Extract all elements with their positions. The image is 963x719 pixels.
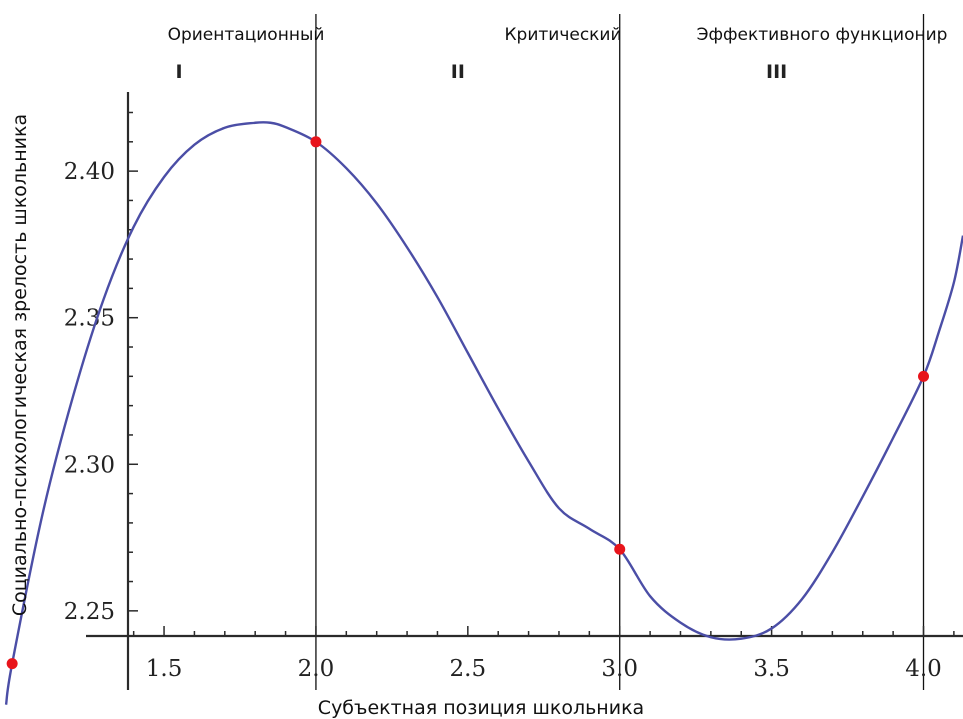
y-axis-title: Социально-психологическая зрелость школь…	[9, 114, 31, 616]
zone-name-1: Ориентационный	[168, 25, 325, 45]
data-point	[918, 370, 930, 382]
series-curve	[4, 120, 963, 705]
y-tick-label: 2.25	[64, 599, 115, 625]
x-tick-label: 1.5	[146, 656, 183, 682]
points-layer	[6, 136, 930, 670]
zone-numeral-3: III	[766, 61, 787, 83]
y-tick-label: 2.30	[64, 452, 115, 478]
data-point	[614, 543, 626, 555]
y-tick-label: 2.40	[64, 159, 115, 185]
x-tick-label: 3.0	[601, 656, 638, 682]
dividers-layer	[315, 14, 925, 690]
x-tick-label: 3.5	[753, 656, 790, 682]
zone-numeral-1: I	[176, 61, 183, 83]
x-tick-label: 2.0	[298, 656, 335, 682]
x-tick-label: 4.0	[905, 656, 942, 682]
zone-name-3: Эффективного функционир	[697, 25, 948, 45]
data-point	[6, 658, 18, 670]
y-tick-label: 2.35	[64, 306, 115, 332]
zone-name-2: Критический	[504, 25, 621, 45]
zones-layer: Ориентационный I Критический II Эффективного…	[168, 25, 948, 83]
x-axis-title: Субъектная позиция школьника	[318, 697, 644, 719]
axes-layer: 1.5 2.0 2.5 3.0 3.5 4.0 2.25 2.30 2.35 2.40	[64, 92, 963, 690]
curve-layer	[4, 120, 963, 705]
data-point	[310, 136, 322, 148]
x-tick-label: 2.5	[450, 656, 487, 682]
zone-numeral-2: II	[451, 61, 465, 83]
